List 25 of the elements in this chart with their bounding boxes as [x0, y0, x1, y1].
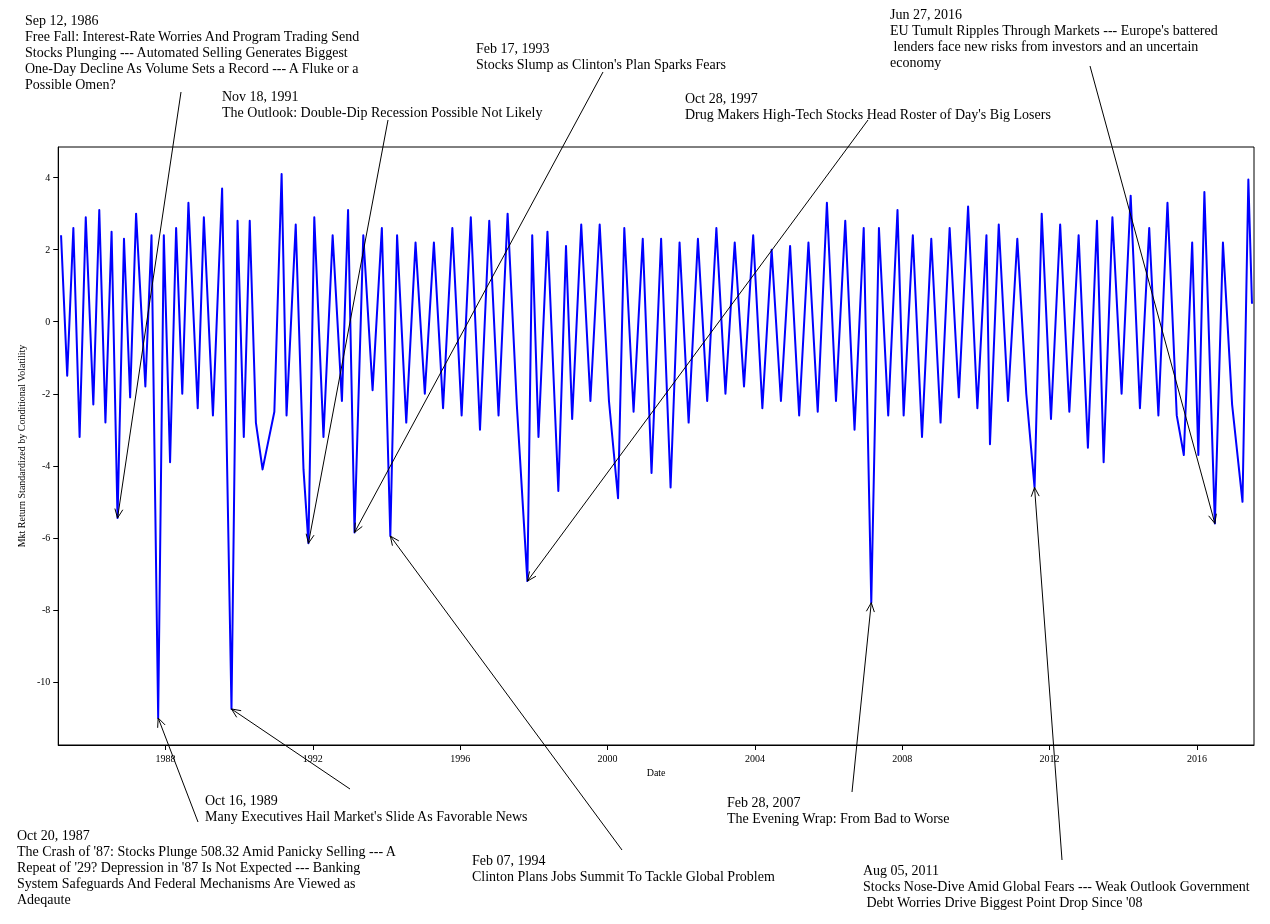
y-tick-label: -10 — [36, 676, 51, 688]
x-tick-label: 2000 — [597, 752, 618, 764]
line-series — [60, 173, 1253, 719]
y-tick-label: 2 — [45, 244, 51, 256]
x-tick-label: 1992 — [302, 752, 323, 764]
y-axis-title: Mkt Return Standardized by Conditional Volatility — [15, 344, 27, 548]
y-tick-label: -4 — [41, 460, 51, 472]
x-tick-label: 2016 — [1186, 752, 1207, 764]
annotation: Oct 28, 1997 Drug Makers High-Tech Stocks Head Roster of Day's Big Losers — [685, 90, 1051, 122]
x-tick-label: 2004 — [744, 752, 765, 764]
y-tick-label: 0 — [45, 316, 51, 328]
y-tick-label: -6 — [41, 532, 51, 544]
y-tick-label: -8 — [41, 604, 51, 616]
x-tick-label: 1996 — [450, 752, 471, 764]
annotation: Jun 27, 2016 EU Tumult Ripples Through Markets --- Europe's battered lenders face new risks from investors and an uncertain economy — [890, 6, 1218, 70]
annotation: Aug 05, 2011 Stocks Nose-Dive Amid Global Fears --- Weak Outlook Government Debt Worries Drive Biggest Point Drop Since '08 — [863, 862, 1250, 910]
annotation: Feb 07, 1994 Clinton Plans Jobs Summit To Tackle Global Problem — [472, 852, 775, 884]
y-tick-label: 4 — [45, 172, 51, 184]
annotation: Feb 17, 1993 Stocks Slump as Clinton's Plan Sparks Fears — [476, 40, 726, 72]
y-tick-label: -2 — [41, 388, 51, 400]
x-tick-label: 2008 — [892, 752, 913, 764]
annotation: Oct 20, 1987 The Crash of '87: Stocks Plunge 508.32 Amid Panicky Selling --- A Repeat of '29? Depression in '87 Is Not Expected --- Banking System Safeguards And Federal Mechanisms Are Viewed as Adeqaute — [17, 827, 399, 907]
annotation: Oct 16, 1989 Many Executives Hail Market's Slide As Favorable News — [205, 792, 528, 824]
annotation: Feb 28, 2007 The Evening Wrap: From Bad to Worse — [727, 794, 950, 826]
x-axis-title: Date — [646, 767, 667, 779]
